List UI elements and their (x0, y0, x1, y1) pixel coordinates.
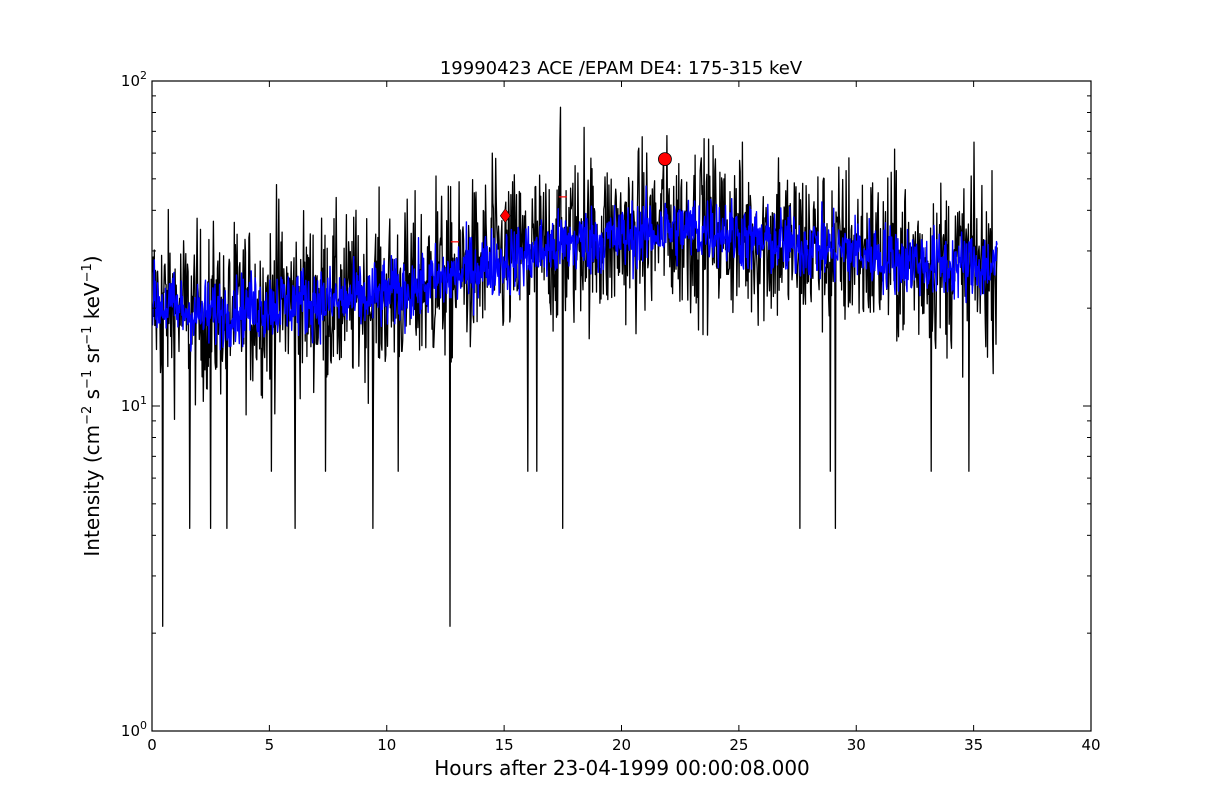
marker-diamond-0 (499, 208, 511, 224)
x-tick-label-4: 20 (612, 736, 631, 754)
series-smoothed-line (152, 185, 998, 352)
series-raw-line (152, 106, 998, 627)
x-tick-label-5: 25 (729, 736, 748, 754)
x-tick-label-3: 15 (495, 736, 514, 754)
plot-area (152, 106, 998, 627)
x-axis-ticks: 0 5 10 15 20 25 30 35 40 (147, 81, 1101, 754)
x-tick-label-7: 35 (964, 736, 983, 754)
x-tick-label-6: 30 (847, 736, 866, 754)
y-axis-ticks: 100 101 102 (121, 69, 1091, 740)
x-axis-label: Hours after 23-04-1999 00:00:08.000 (434, 756, 810, 780)
y-axis-label: Intensity (cm−2 s−1 sr−1 keV−1) (80, 255, 104, 556)
x-tick-label-8: 40 (1081, 736, 1100, 754)
y-tick-label-0: 100 (121, 719, 147, 740)
marker-layer (450, 152, 672, 243)
marker-circle-1 (658, 152, 672, 167)
x-tick-label-1: 5 (265, 736, 275, 754)
y-tick-label-1: 101 (121, 394, 147, 415)
series-layer (152, 106, 998, 627)
y-tick-label-2: 102 (121, 69, 147, 90)
chart-title: 19990423 ACE /EPAM DE4: 175-315 keV (440, 58, 803, 79)
x-tick-label-0: 0 (147, 736, 157, 754)
x-tick-label-2: 10 (377, 736, 396, 754)
